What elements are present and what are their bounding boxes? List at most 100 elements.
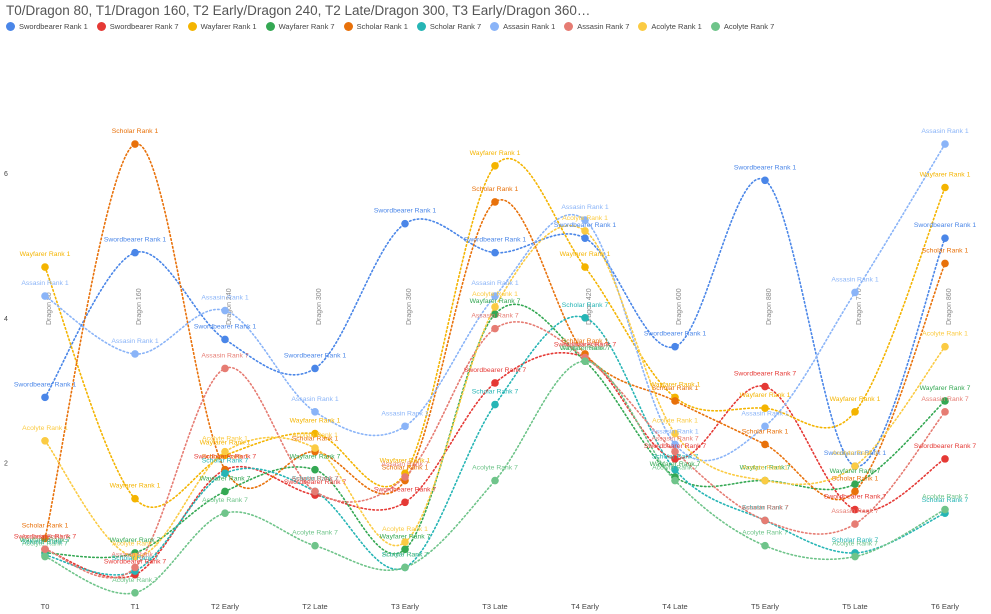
data-point[interactable]	[581, 313, 589, 322]
data-point[interactable]	[41, 436, 49, 445]
data-point[interactable]	[761, 404, 769, 413]
data-point[interactable]	[941, 408, 949, 416]
data-point[interactable]	[581, 216, 589, 224]
data-label: Swordbearer Rank 7	[464, 367, 527, 374]
data-point[interactable]	[851, 505, 859, 514]
data-point[interactable]	[581, 357, 589, 365]
data-point[interactable]	[491, 161, 499, 170]
data-point[interactable]	[851, 552, 859, 561]
data-point[interactable]	[941, 234, 949, 242]
data-point[interactable]	[311, 465, 319, 474]
data-point[interactable]	[851, 480, 859, 489]
data-point[interactable]	[581, 227, 589, 235]
data-point[interactable]	[491, 324, 499, 333]
data-point[interactable]	[671, 476, 679, 485]
data-point[interactable]	[851, 487, 859, 496]
legend-item[interactable]: Acolyte Rank 1	[638, 22, 702, 31]
data-point[interactable]	[491, 476, 499, 485]
data-point[interactable]	[311, 444, 319, 452]
data-point[interactable]	[131, 140, 139, 148]
legend-item[interactable]: Assasin Rank 7	[564, 22, 629, 31]
data-point[interactable]	[491, 310, 499, 318]
data-point[interactable]	[311, 487, 319, 496]
legend-item[interactable]: Scholar Rank 7	[416, 22, 481, 31]
data-point[interactable]	[41, 393, 49, 402]
data-point[interactable]	[761, 516, 769, 525]
data-point[interactable]	[851, 288, 859, 297]
data-point[interactable]	[761, 440, 769, 449]
data-point[interactable]	[401, 563, 409, 572]
data-point[interactable]	[401, 219, 409, 228]
data-point[interactable]	[131, 563, 139, 572]
data-point[interactable]	[671, 342, 679, 351]
data-point[interactable]	[131, 350, 139, 358]
data-point[interactable]	[401, 422, 409, 431]
legend-item[interactable]: Scholar Rank 1	[343, 22, 408, 31]
data-point[interactable]	[941, 342, 949, 351]
legend-item[interactable]: Assasin Rank 1	[490, 22, 555, 31]
data-point[interactable]	[671, 440, 679, 449]
data-point[interactable]	[941, 505, 949, 514]
data-point[interactable]	[671, 455, 679, 463]
data-point[interactable]	[761, 422, 769, 431]
data-point[interactable]	[41, 263, 49, 271]
data-point[interactable]	[311, 408, 319, 416]
data-point[interactable]	[401, 498, 409, 507]
legend-item[interactable]: Wayfarer Rank 7	[265, 22, 335, 31]
data-point[interactable]	[761, 476, 769, 485]
y-tick-label: 4	[4, 316, 8, 323]
data-point[interactable]	[491, 248, 499, 257]
data-point[interactable]	[131, 248, 139, 257]
data-point[interactable]	[671, 397, 679, 405]
data-point[interactable]	[941, 397, 949, 405]
data-point[interactable]	[221, 509, 229, 517]
data-point[interactable]	[581, 234, 589, 242]
data-point[interactable]	[761, 382, 769, 391]
data-point[interactable]	[221, 335, 229, 344]
data-point[interactable]	[581, 263, 589, 271]
data-point[interactable]	[41, 545, 49, 554]
data-point[interactable]	[671, 465, 679, 474]
data-point[interactable]	[311, 429, 319, 438]
data-point[interactable]	[221, 487, 229, 496]
data-point[interactable]	[491, 292, 499, 300]
data-point[interactable]	[221, 364, 229, 373]
data-point[interactable]	[851, 462, 859, 470]
data-point[interactable]	[401, 545, 409, 554]
data-point[interactable]	[311, 364, 319, 373]
data-point[interactable]	[41, 534, 49, 543]
data-point[interactable]	[941, 455, 949, 463]
data-point[interactable]	[131, 494, 139, 503]
data-point[interactable]	[941, 259, 949, 268]
data-label: Acolyte Rank 1	[22, 425, 68, 432]
legend-item[interactable]: Wayfarer Rank 1	[187, 22, 257, 31]
data-point[interactable]	[41, 552, 49, 561]
data-label: Assasin Rank 7	[291, 475, 338, 482]
data-point[interactable]	[761, 541, 769, 550]
data-point[interactable]	[491, 303, 499, 311]
data-point[interactable]	[941, 140, 949, 148]
data-point[interactable]	[851, 520, 859, 528]
data-point[interactable]	[671, 429, 679, 438]
data-point[interactable]	[221, 469, 229, 478]
data-point[interactable]	[851, 408, 859, 416]
dragon-annotation: Dragon 880	[766, 288, 773, 325]
legend-item[interactable]: Swordbearer Rank 1	[6, 22, 88, 31]
data-point[interactable]	[401, 538, 409, 546]
data-point[interactable]	[491, 400, 499, 409]
data-point[interactable]	[941, 183, 949, 192]
legend-item[interactable]: Acolyte Rank 7	[710, 22, 774, 31]
data-point[interactable]	[41, 292, 49, 300]
data-point[interactable]	[401, 473, 409, 481]
data-point[interactable]	[761, 176, 769, 185]
data-point[interactable]	[221, 447, 229, 456]
data-point[interactable]	[311, 541, 319, 550]
data-point[interactable]	[491, 198, 499, 206]
data-point[interactable]	[131, 552, 139, 561]
legend-item[interactable]: Swordbearer Rank 7	[96, 22, 179, 31]
data-point[interactable]	[131, 588, 139, 597]
data-label: Wayfarer Rank 7	[560, 345, 611, 352]
data-point[interactable]	[491, 379, 499, 387]
data-point[interactable]	[671, 447, 679, 456]
data-point[interactable]	[221, 306, 229, 315]
